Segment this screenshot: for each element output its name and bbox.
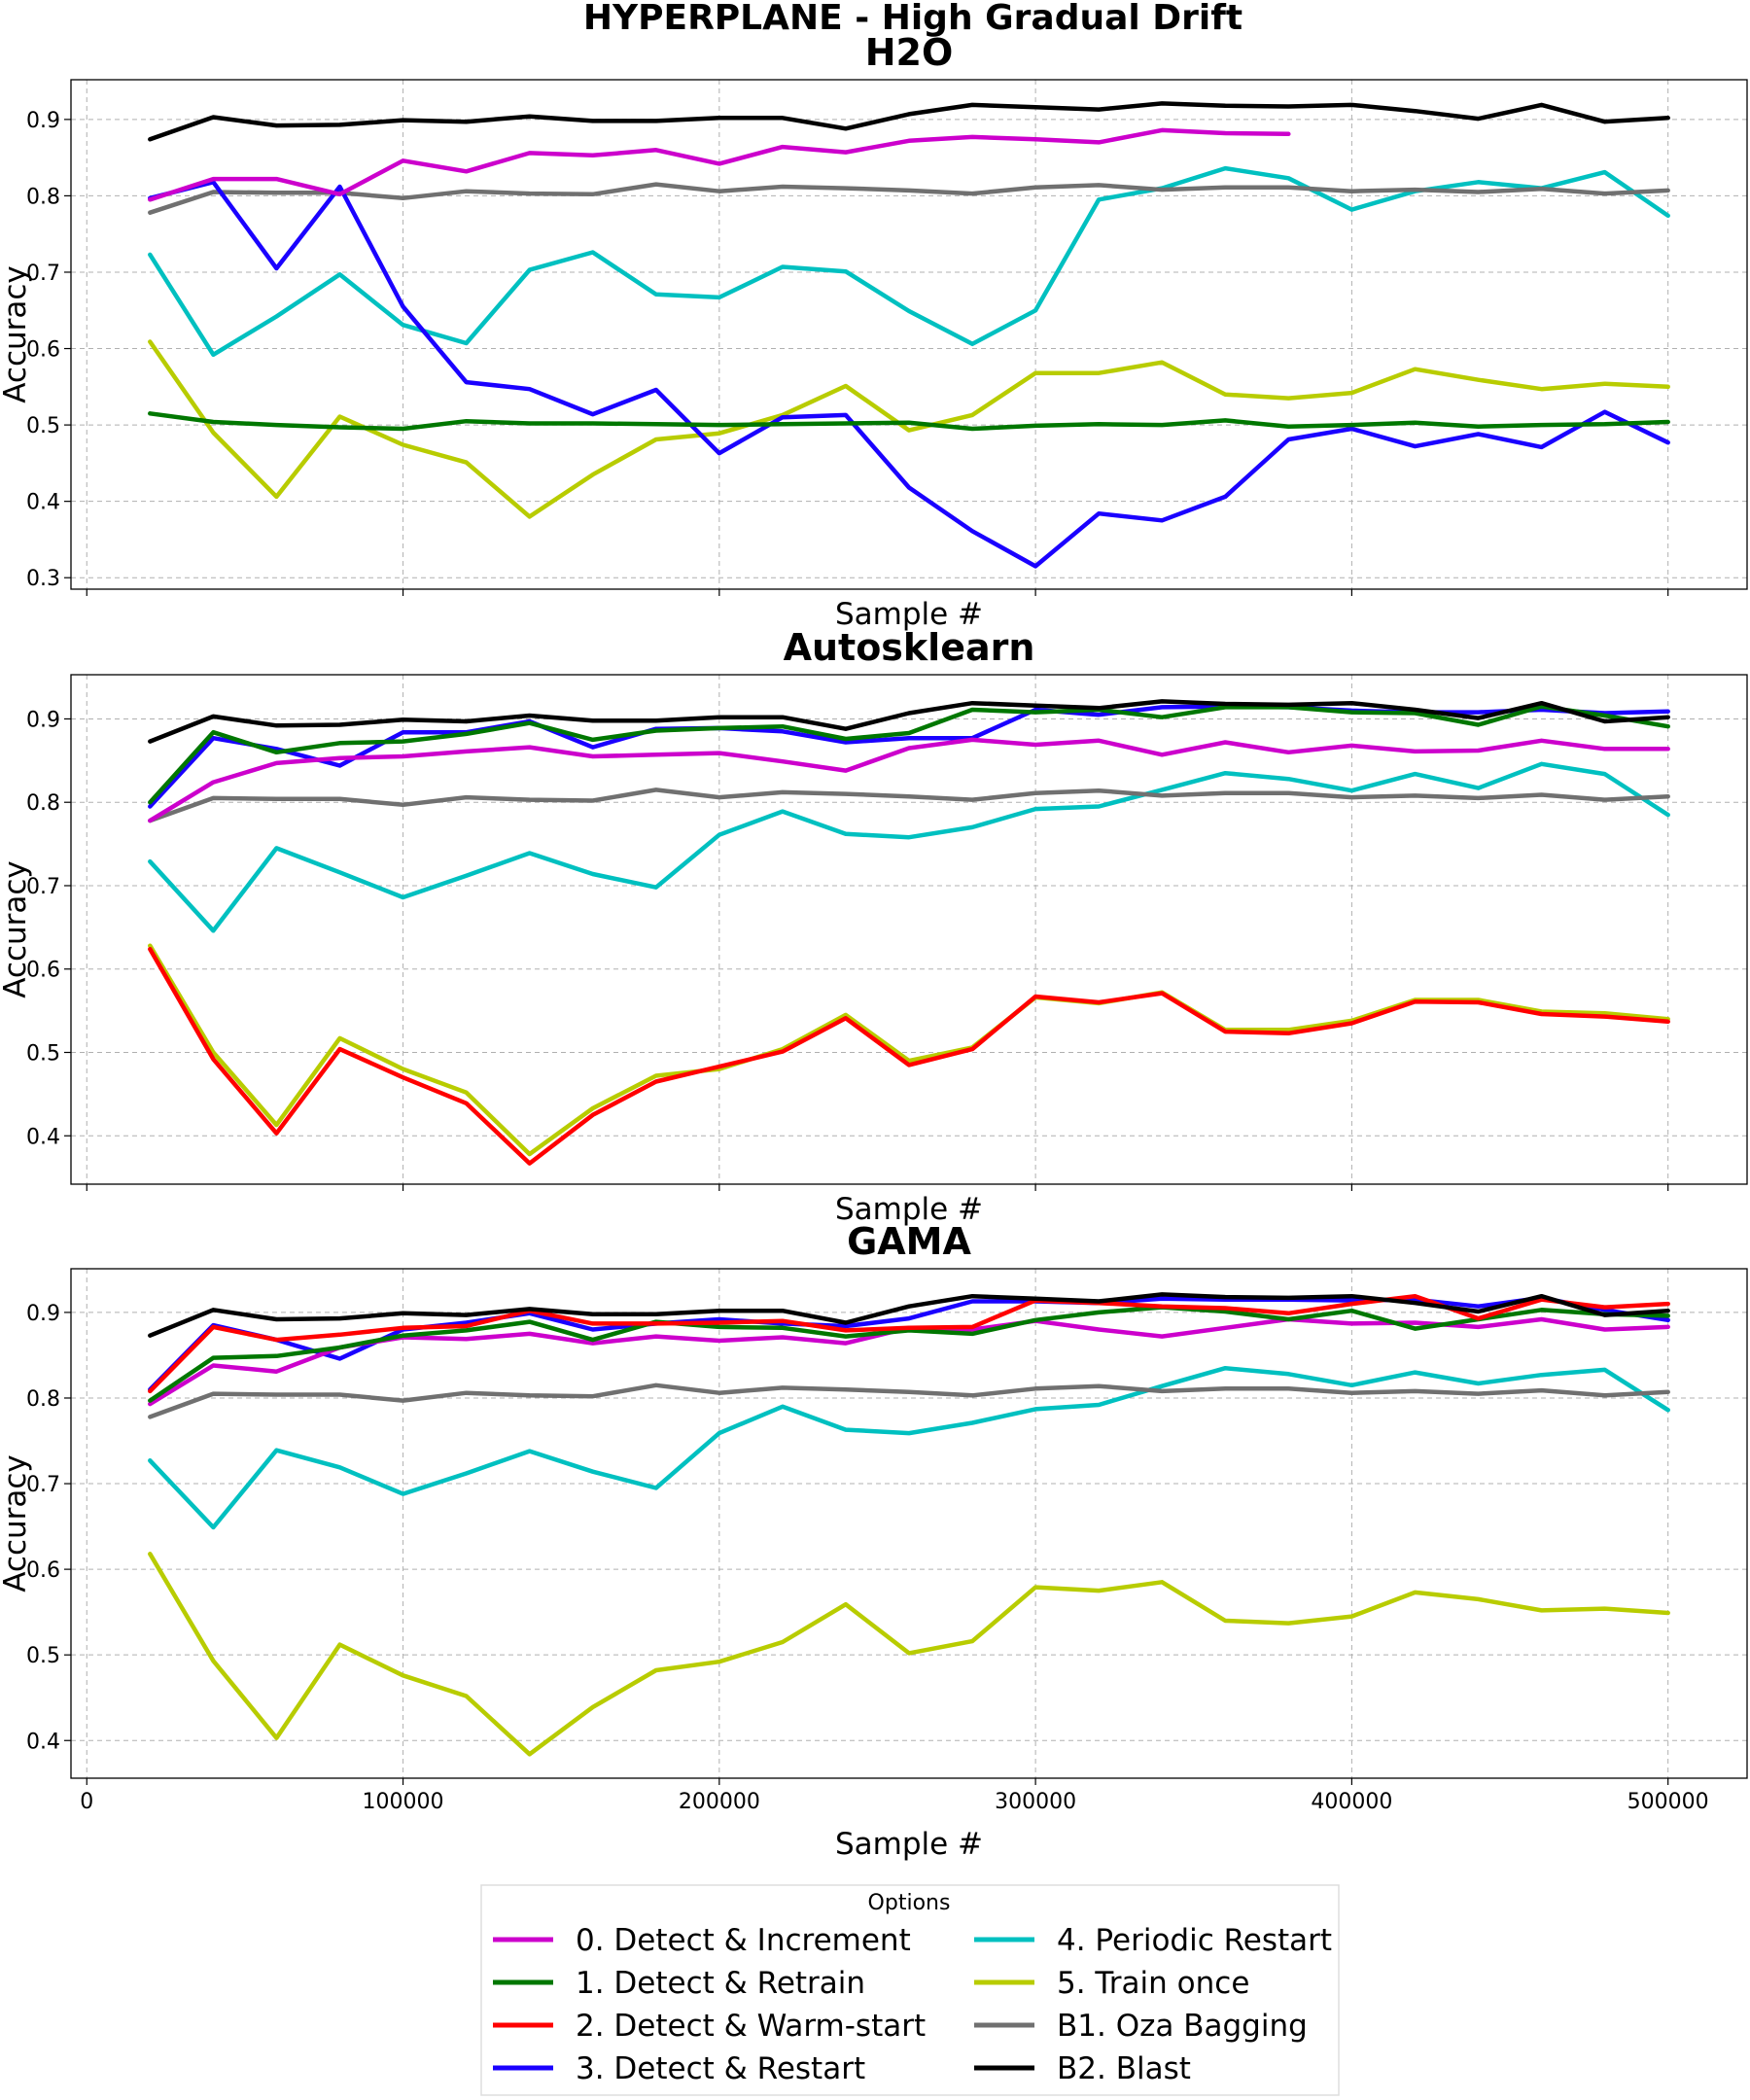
legend-label: 1. Detect & Retrain <box>576 1966 865 2001</box>
series-line <box>148 1382 1670 1419</box>
y-tick-label: 0.8 <box>26 185 60 209</box>
legend-label: 2. Detect & Warm-start <box>576 2009 926 2044</box>
panel-title: H2O <box>865 31 954 74</box>
plot-area <box>71 675 1747 1184</box>
y-tick-label: 0.4 <box>26 1125 60 1149</box>
series-line <box>148 1292 1670 1338</box>
series-line <box>148 339 1670 519</box>
chart-panels: 0.3 0.4 0.5 0.6 0.7 0.8 0.9 H2O Sample # Accuracy… <box>0 31 1748 1862</box>
series-line <box>148 946 1670 1166</box>
series-line <box>148 1293 1670 1394</box>
series-group <box>148 101 1670 569</box>
legend-label: 5. Train once <box>1057 1966 1249 2001</box>
y-tick-label: 0.5 <box>26 1644 60 1668</box>
x-axis-label: Sample # <box>835 597 983 632</box>
y-tick-label: 0.9 <box>26 708 60 732</box>
y-tick-label: 0.5 <box>26 1041 60 1066</box>
legend-item: 4. Periodic Restart <box>974 1923 1332 1958</box>
series-line <box>148 182 1670 215</box>
plot-area <box>71 80 1747 589</box>
y-tick-label: 0.4 <box>26 491 60 515</box>
y-tick-label: 0.6 <box>26 959 60 983</box>
legend-item: B2. Blast <box>974 2051 1191 2086</box>
panel-title: Autosklearn <box>784 626 1035 669</box>
series-line <box>148 180 1670 569</box>
legend-label: 3. Detect & Restart <box>576 2051 865 2086</box>
series-line <box>148 127 1291 202</box>
y-axis-label: Accuracy <box>0 265 33 403</box>
plot-area <box>71 1269 1747 1778</box>
x-axis-label: Sample # <box>835 1827 983 1862</box>
y-tick-label: 0.4 <box>26 1730 60 1754</box>
plot-frame <box>70 79 1748 590</box>
figure-title: HYPERPLANE - High Gradual Drift <box>583 0 1242 38</box>
y-axis-label: Accuracy <box>0 1454 33 1592</box>
x-tick-label: 500000 <box>1628 1790 1709 1814</box>
legend-item: 5. Train once <box>974 1966 1249 2001</box>
y-tick-label: 0.8 <box>26 791 60 816</box>
legend-label: 4. Periodic Restart <box>1057 1923 1332 1958</box>
chart-panel: 0.3 0.4 0.5 0.6 0.7 0.8 0.9 H2O Sample # Accuracy <box>0 31 1748 632</box>
x-tick-label: 300000 <box>995 1790 1076 1814</box>
legend-item: 0. Detect & Increment <box>493 1923 911 1958</box>
series-line <box>148 1305 1670 1403</box>
legend-label: 0. Detect & Increment <box>576 1923 911 1958</box>
chart-panel: 0.4 0.5 0.6 0.7 0.8 0.9 0 100000 200000 300000 400… <box>0 1220 1748 1862</box>
y-tick-label: 0.7 <box>26 262 60 286</box>
legend-box <box>480 1884 1340 2096</box>
series-line <box>148 699 1670 744</box>
legend-title: Options <box>868 1891 951 1915</box>
series-line <box>148 704 1670 805</box>
series-line <box>148 1365 1670 1530</box>
legend-item: 3. Detect & Restart <box>493 2051 865 2086</box>
series-line <box>148 101 1670 142</box>
series-line <box>148 761 1670 933</box>
y-tick-label: 0.7 <box>26 1473 60 1497</box>
y-tick-label: 0.7 <box>26 875 60 899</box>
x-tick-label: 200000 <box>679 1790 760 1814</box>
y-tick-label: 0.9 <box>26 109 60 133</box>
series-line <box>148 1552 1670 1757</box>
series-line <box>148 411 1670 432</box>
plot-frame <box>70 1268 1748 1779</box>
series-line <box>148 788 1670 823</box>
plot-frame <box>70 674 1748 1185</box>
y-tick-label: 0.6 <box>26 1558 60 1583</box>
x-tick-label: 0 <box>80 1790 93 1814</box>
y-tick-label: 0.8 <box>26 1387 60 1412</box>
y-axis-label: Accuracy <box>0 860 33 998</box>
legend: Options 0. Detect & Increment 1. Detect &… <box>480 1884 1340 2096</box>
panel-title: GAMA <box>847 1220 971 1263</box>
y-tick-label: 0.5 <box>26 414 60 438</box>
legend-item: 2. Detect & Warm-start <box>493 2009 926 2044</box>
legend-item: 1. Detect & Retrain <box>493 1966 865 2001</box>
y-tick-label: 0.3 <box>26 567 60 591</box>
legend-item: B1. Oza Bagging <box>974 2009 1308 2044</box>
y-tick-label: 0.6 <box>26 338 60 363</box>
legend-label: B2. Blast <box>1057 2051 1191 2086</box>
x-tick-label: 400000 <box>1311 1790 1392 1814</box>
x-axis-label: Sample # <box>835 1192 983 1227</box>
chart-panel: 0.4 0.5 0.6 0.7 0.8 0.9 Autosklearn Sample # Acc… <box>0 626 1748 1227</box>
series-group <box>148 699 1670 1166</box>
series-line <box>148 737 1670 823</box>
legend-label: B1. Oza Bagging <box>1057 2009 1308 2044</box>
x-tick-label: 100000 <box>363 1790 444 1814</box>
series-group <box>148 1292 1670 1757</box>
y-tick-label: 0.9 <box>26 1302 60 1326</box>
